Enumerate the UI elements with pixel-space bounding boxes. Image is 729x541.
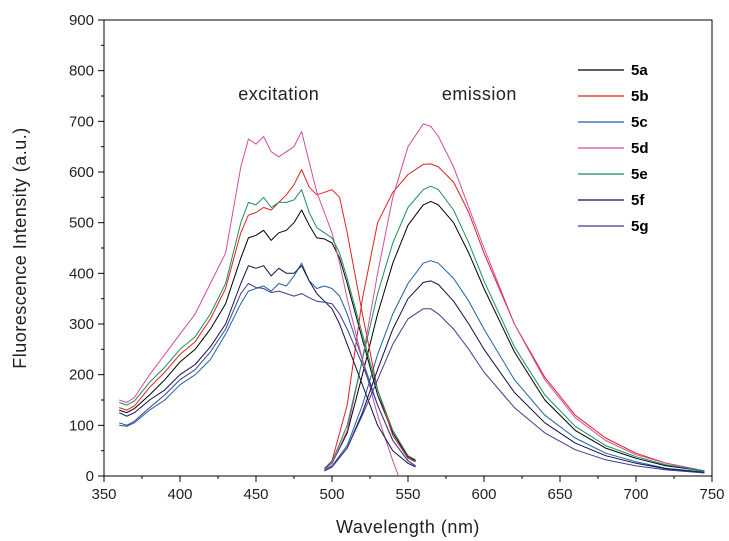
x-tick-label: 500 bbox=[319, 486, 344, 503]
x-tick-label: 700 bbox=[623, 486, 648, 503]
y-tick-label: 700 bbox=[69, 113, 94, 130]
x-axis-title: Wavelength (nm) bbox=[336, 517, 480, 537]
y-tick-label: 600 bbox=[69, 164, 94, 181]
legend-label-5d: 5d bbox=[631, 140, 649, 157]
legend-label-5g: 5g bbox=[631, 218, 649, 235]
series-5f-emission-line bbox=[324, 280, 705, 473]
y-tick-label: 400 bbox=[69, 265, 94, 282]
plot-area-frame bbox=[103, 19, 713, 477]
series-5a-emission-line bbox=[324, 200, 705, 472]
annotation-excitation: excitation bbox=[238, 84, 319, 104]
series-5g-emission-line bbox=[324, 308, 705, 474]
series-5c-emission-line bbox=[324, 260, 705, 473]
x-tick-label: 650 bbox=[547, 486, 572, 503]
x-tick-label: 550 bbox=[395, 486, 420, 503]
annotation-emission: emission bbox=[442, 84, 517, 104]
y-tick-label: 300 bbox=[69, 316, 94, 333]
y-tick-label: 100 bbox=[69, 417, 94, 434]
x-tick-label: 400 bbox=[167, 486, 192, 503]
series-5f-excitation-line bbox=[118, 265, 416, 468]
y-axis-title: Fluorescence Intensity (a.u.) bbox=[10, 127, 30, 369]
legend-label-5c: 5c bbox=[631, 114, 648, 131]
x-tick-label: 350 bbox=[91, 486, 116, 503]
series-5b-emission-line bbox=[324, 163, 705, 472]
series-5e-excitation-line bbox=[119, 189, 416, 461]
legend: 5a 5b 5c 5d 5e 5f 5g bbox=[578, 62, 649, 235]
legend-label-5b: 5b bbox=[631, 88, 649, 105]
y-tick-label: 0 bbox=[86, 468, 94, 485]
x-tick-label: 450 bbox=[243, 486, 268, 503]
legend-label-5f: 5f bbox=[631, 192, 645, 209]
series-5g-excitation-line bbox=[119, 283, 416, 467]
series-5b-excitation-line bbox=[119, 169, 416, 463]
annotations: excitation emission bbox=[238, 84, 517, 104]
series-5d-excitation-line bbox=[119, 131, 400, 476]
axis-ticks: 350 400 450 500 550 600 650 700 750 0 100 200 300 400… bbox=[69, 12, 725, 503]
series-5c-excitation-line bbox=[119, 262, 416, 467]
y-tick-label: 800 bbox=[69, 63, 94, 80]
series-lines bbox=[118, 123, 705, 476]
series-5a-excitation-line bbox=[119, 209, 416, 462]
x-tick-label: 750 bbox=[699, 486, 724, 503]
y-tick-label: 200 bbox=[69, 367, 94, 384]
x-tick-label: 600 bbox=[471, 486, 496, 503]
legend-label-5a: 5a bbox=[631, 62, 648, 79]
legend-label-5e: 5e bbox=[631, 166, 648, 183]
y-tick-label: 500 bbox=[69, 215, 94, 232]
y-tick-label: 900 bbox=[69, 12, 94, 29]
series-5e-emission-line bbox=[324, 185, 705, 472]
